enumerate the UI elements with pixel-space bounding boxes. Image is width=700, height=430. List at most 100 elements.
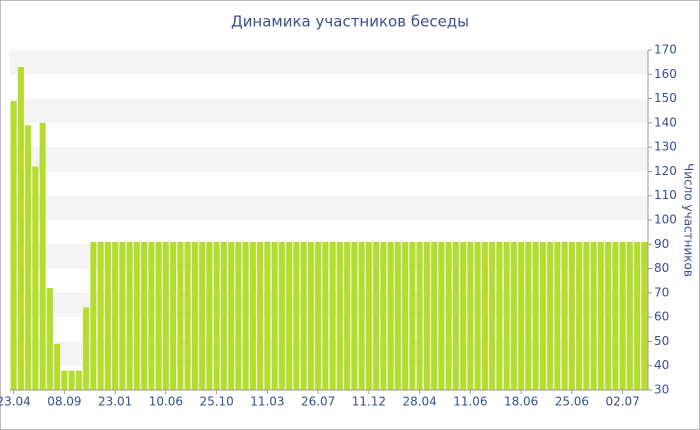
y-tick-label: 140 bbox=[654, 115, 677, 129]
bar bbox=[619, 241, 626, 390]
bar bbox=[373, 241, 380, 390]
bar bbox=[612, 241, 619, 390]
bar bbox=[242, 241, 249, 390]
bar bbox=[532, 241, 539, 390]
bar bbox=[17, 67, 24, 390]
bar bbox=[503, 241, 510, 390]
bar bbox=[474, 241, 481, 390]
x-tick-label: 11.06 bbox=[453, 395, 487, 409]
bar bbox=[97, 241, 104, 390]
grid-band bbox=[10, 195, 648, 220]
bar bbox=[460, 241, 467, 390]
bar bbox=[358, 241, 365, 390]
bar bbox=[54, 343, 61, 390]
bar bbox=[445, 241, 452, 390]
y-tick-label: 170 bbox=[654, 43, 677, 57]
bar bbox=[539, 241, 546, 390]
bar bbox=[452, 241, 459, 390]
y-tick-label: 50 bbox=[654, 334, 669, 348]
bar bbox=[431, 241, 438, 390]
y-tick-label: 120 bbox=[654, 164, 677, 178]
bar bbox=[438, 241, 445, 390]
bar bbox=[525, 241, 532, 390]
bar bbox=[112, 241, 119, 390]
x-tick-label: 10.06 bbox=[149, 395, 183, 409]
bar bbox=[141, 241, 148, 390]
bar bbox=[605, 241, 612, 390]
bar bbox=[206, 241, 213, 390]
bar bbox=[184, 241, 191, 390]
bar bbox=[481, 241, 488, 390]
bar bbox=[568, 241, 575, 390]
bar bbox=[489, 241, 496, 390]
y-tick-label: 150 bbox=[654, 91, 677, 105]
chart-title: Динамика участников беседы bbox=[231, 13, 469, 31]
bar bbox=[423, 241, 430, 390]
y-tick-label: 80 bbox=[654, 261, 669, 275]
bar bbox=[336, 241, 343, 390]
bar bbox=[133, 241, 140, 390]
bar bbox=[235, 241, 242, 390]
y-tick-label: 130 bbox=[654, 140, 677, 154]
x-tick-label: 28.04 bbox=[402, 395, 436, 409]
bar bbox=[46, 288, 53, 390]
bar bbox=[293, 241, 300, 390]
bar bbox=[177, 241, 184, 390]
bar bbox=[10, 101, 17, 390]
bar bbox=[554, 241, 561, 390]
y-tick-label: 70 bbox=[654, 285, 669, 299]
bar bbox=[641, 241, 648, 390]
x-tick-label: 26.07 bbox=[301, 395, 335, 409]
x-tick-label: 23.04 bbox=[0, 395, 31, 409]
bar bbox=[329, 241, 336, 390]
bar bbox=[104, 241, 111, 390]
bar bbox=[394, 241, 401, 390]
bar bbox=[271, 241, 278, 390]
bar bbox=[39, 122, 46, 390]
bar bbox=[380, 241, 387, 390]
bar bbox=[75, 370, 82, 390]
bar bbox=[583, 241, 590, 390]
y-tick-label: 30 bbox=[654, 383, 669, 397]
bar bbox=[61, 370, 68, 390]
x-tick-label: 11.12 bbox=[352, 395, 386, 409]
bar bbox=[467, 241, 474, 390]
bar bbox=[32, 166, 39, 390]
bar bbox=[148, 241, 155, 390]
bar bbox=[561, 241, 568, 390]
x-tick-label: 08.09 bbox=[47, 395, 81, 409]
x-tick-label: 11.03 bbox=[250, 395, 284, 409]
bar bbox=[344, 241, 351, 390]
x-tick-label: 18.06 bbox=[504, 395, 538, 409]
bar bbox=[547, 241, 554, 390]
bar bbox=[626, 241, 633, 390]
bar bbox=[68, 370, 75, 390]
bar bbox=[402, 241, 409, 390]
bar bbox=[307, 241, 314, 390]
bar bbox=[155, 241, 162, 390]
bar bbox=[249, 241, 256, 390]
bar bbox=[634, 241, 641, 390]
y-tick-label: 90 bbox=[654, 237, 669, 251]
bar bbox=[213, 241, 220, 390]
grid-band bbox=[10, 50, 648, 75]
bar bbox=[119, 241, 126, 390]
y-tick-label: 100 bbox=[654, 213, 677, 227]
bar bbox=[590, 241, 597, 390]
bar bbox=[83, 307, 90, 390]
bar bbox=[286, 241, 293, 390]
bar bbox=[220, 241, 227, 390]
bar bbox=[576, 241, 583, 390]
bar bbox=[191, 241, 198, 390]
bar bbox=[25, 125, 32, 391]
bar bbox=[300, 241, 307, 390]
x-tick-label: 25.06 bbox=[555, 395, 589, 409]
bar bbox=[496, 241, 503, 390]
bar bbox=[409, 241, 416, 390]
bar bbox=[351, 241, 358, 390]
bar bbox=[322, 241, 329, 390]
bar bbox=[264, 241, 271, 390]
grid-band bbox=[10, 147, 648, 172]
bar bbox=[365, 241, 372, 390]
